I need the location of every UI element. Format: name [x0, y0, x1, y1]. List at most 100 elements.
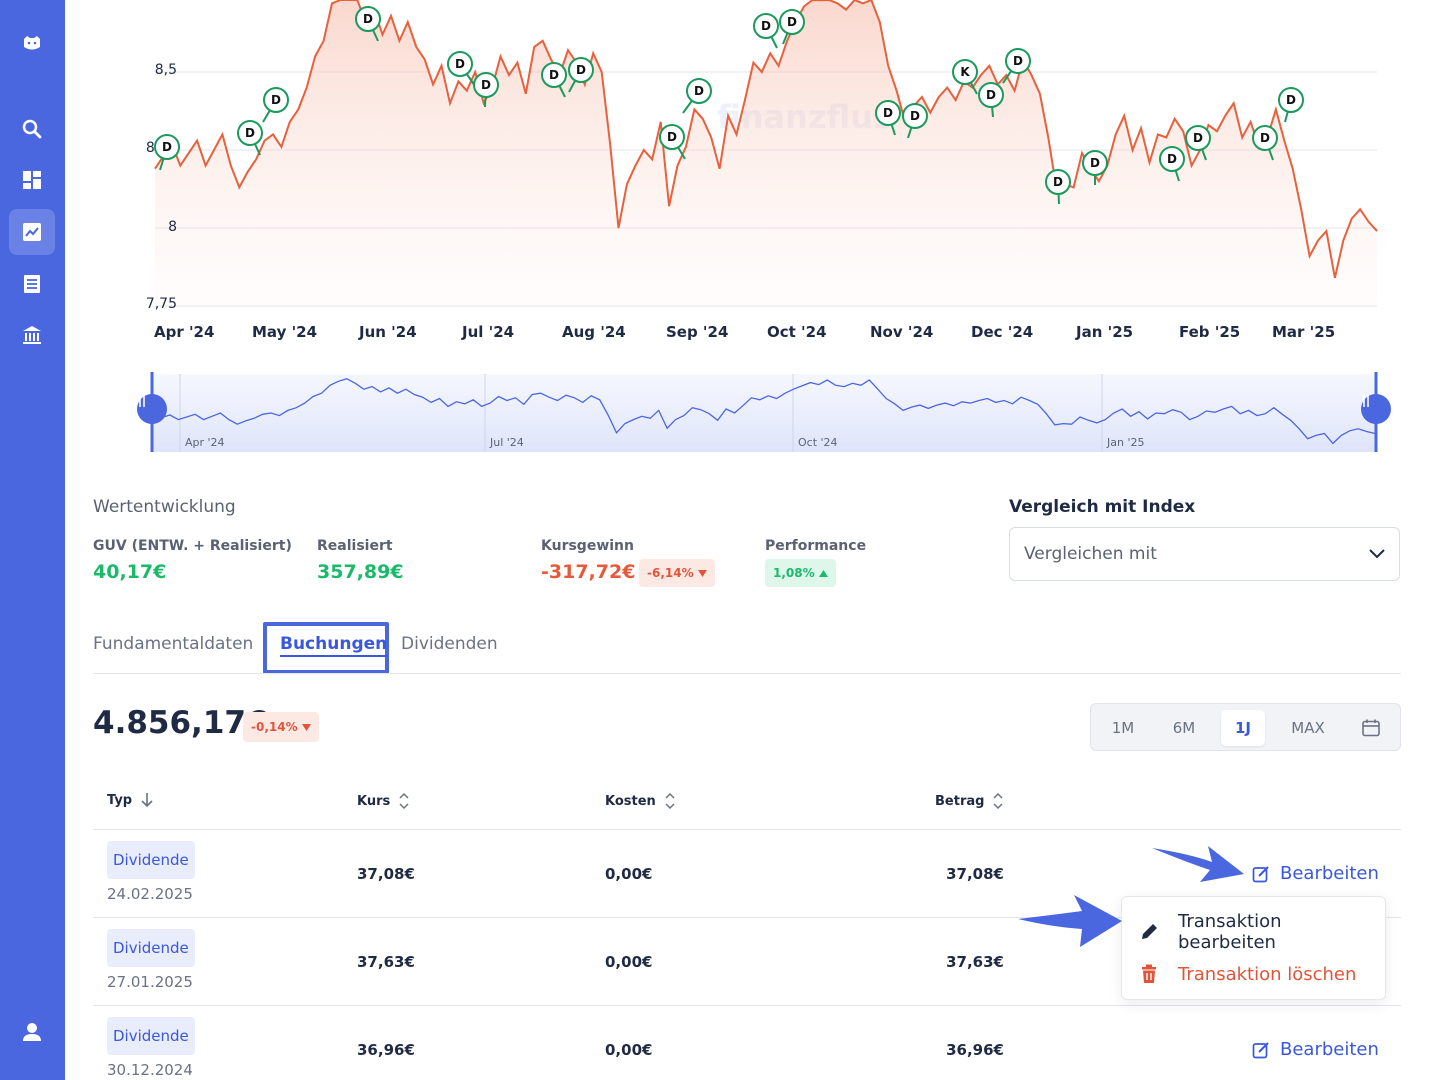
row-betrag: 36,96€ [946, 1041, 1004, 1059]
transaction-menu: Transaktion bearbeiten Transaktion lösch… [1121, 896, 1386, 1000]
performance-pct: 1,08% [773, 566, 815, 580]
x-tick: Aug '24 [562, 323, 626, 341]
logo-icon[interactable] [9, 20, 55, 66]
edit-icon [1252, 1041, 1269, 1058]
x-tick: Nov '24 [870, 323, 934, 341]
dashboard-icon[interactable] [9, 157, 55, 203]
header-label: Betrag [935, 793, 985, 809]
menu-item-edit[interactable]: Transaktion bearbeiten [1138, 911, 1385, 953]
type-badge: Dividende [107, 1017, 195, 1055]
edit-label: Bearbeiten [1280, 1039, 1379, 1060]
compare-select[interactable]: Vergleichen mit [1009, 527, 1400, 581]
navigator-handle-left[interactable] [137, 394, 167, 424]
row-divider [93, 1005, 1401, 1006]
row-date: 27.01.2025 [107, 973, 193, 991]
kursgewinn-value: -317,72€ [541, 561, 636, 583]
edit-button[interactable]: Bearbeiten [1252, 863, 1379, 884]
chart-icon[interactable] [9, 209, 55, 255]
column-header-typ[interactable]: Typ [107, 792, 154, 808]
y-tick: 8 [168, 219, 177, 235]
y-tick: 8,5 [154, 62, 177, 78]
range-1j[interactable]: 1J [1221, 710, 1265, 746]
row-date: 30.12.2024 [107, 1061, 193, 1079]
dividend-marker[interactable]: D [1082, 150, 1108, 176]
table-divider [93, 829, 1401, 830]
dividend-marker[interactable]: D [875, 100, 901, 126]
kursgewinn-badge: -6,14% [639, 559, 715, 587]
dividend-marker[interactable]: D [263, 87, 289, 113]
dividend-marker[interactable]: D [154, 134, 180, 160]
header-label: Kurs [357, 793, 391, 809]
range-1m[interactable]: 1M [1111, 719, 1135, 737]
guv-value: 40,17€ [93, 561, 167, 583]
dividend-marker[interactable]: D [541, 62, 567, 88]
range-max[interactable]: MAX [1291, 719, 1325, 737]
dividend-marker[interactable]: D [1005, 48, 1031, 74]
range-6m[interactable]: 6M [1172, 719, 1196, 737]
column-header-betrag[interactable]: Betrag [935, 792, 1004, 810]
user-icon[interactable] [9, 1009, 55, 1055]
x-tick: May '24 [252, 323, 318, 341]
dividend-marker[interactable]: D [1159, 146, 1185, 172]
dividend-marker[interactable]: D [686, 78, 712, 104]
column-header-kosten[interactable]: Kosten [605, 792, 676, 810]
arrow-down-icon [301, 723, 311, 731]
wertentwicklung-title: Wertentwicklung [93, 497, 236, 517]
sort-icon [399, 792, 409, 810]
total-change-badge: -0,14% [243, 712, 319, 742]
sidebar [0, 0, 65, 1080]
annotation-arrow-icon [1018, 895, 1122, 947]
tab-buchungen[interactable]: Buchungen [280, 634, 388, 654]
dividend-marker[interactable]: D [1045, 169, 1071, 195]
y-tick: 7,75 [145, 296, 177, 312]
calendar-icon[interactable] [1353, 710, 1389, 746]
dividend-marker[interactable]: D [1252, 125, 1278, 151]
dividend-marker[interactable]: D [568, 57, 594, 83]
navigator-area[interactable] [152, 374, 1376, 452]
edit-button[interactable]: Bearbeiten [1252, 1039, 1379, 1060]
chevron-down-icon [1369, 549, 1385, 559]
x-tick: Jul '24 [462, 323, 515, 341]
navigator-tick: Jan '25 [1107, 436, 1145, 449]
dividend-marker[interactable]: D [753, 13, 779, 39]
row-kurs: 37,08€ [357, 865, 415, 883]
column-header-kurs[interactable]: Kurs [357, 792, 410, 810]
tab-highlight [263, 622, 389, 674]
bank-icon[interactable] [9, 312, 55, 358]
dividend-marker[interactable]: D [779, 9, 805, 35]
row-kosten: 0,00€ [605, 953, 653, 971]
dividend-marker[interactable]: D [1185, 125, 1211, 151]
row-kurs: 36,96€ [357, 1041, 415, 1059]
tab-dividenden[interactable]: Dividenden [401, 634, 498, 654]
dividend-marker[interactable]: D [473, 72, 499, 98]
dividend-marker[interactable]: D [355, 6, 381, 32]
menu-item-delete[interactable]: Transaktion löschen [1138, 963, 1356, 985]
realisiert-value: 357,89€ [317, 561, 404, 583]
total-change: -0,14% [251, 720, 298, 734]
row-kurs: 37,63€ [357, 953, 415, 971]
dividend-marker[interactable]: D [659, 124, 685, 150]
chart-canvas [150, 0, 1378, 452]
dividend-marker[interactable]: D [902, 103, 928, 129]
dividend-marker[interactable]: D [978, 82, 1004, 108]
x-tick: Dec '24 [971, 323, 1034, 341]
arrow-up-icon [818, 569, 828, 577]
navigator-handle-right[interactable] [1361, 394, 1391, 424]
header-label: Typ [107, 792, 133, 808]
compare-title: Vergleich mit Index [1009, 497, 1196, 517]
buy-marker[interactable]: K [952, 59, 978, 85]
edit-icon [1252, 865, 1269, 882]
dividend-marker[interactable]: D [1278, 87, 1304, 113]
list-icon[interactable] [9, 261, 55, 307]
performance-label: Performance [765, 538, 867, 554]
dividend-marker[interactable]: D [237, 120, 263, 146]
tab-fundamentaldaten[interactable]: Fundamentaldaten [93, 634, 254, 654]
price-line [154, 0, 1378, 279]
search-icon[interactable] [9, 106, 55, 152]
x-tick: Sep '24 [666, 323, 729, 341]
edit-label: Bearbeiten [1280, 863, 1379, 884]
dividend-marker[interactable]: D [447, 51, 473, 77]
range-selector: 1M 6M 1J MAX [1090, 703, 1401, 751]
kursgewinn-label: Kursgewinn [541, 538, 634, 554]
